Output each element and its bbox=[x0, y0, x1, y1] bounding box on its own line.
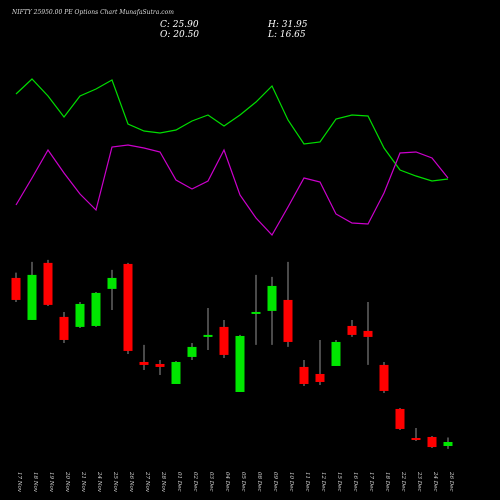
x-tick-label: 04 Dec bbox=[224, 472, 230, 492]
x-tick-label: 01 Dec bbox=[176, 472, 182, 492]
x-tick-label: 28 Nov bbox=[160, 471, 166, 493]
close-label: C: 25.90 bbox=[160, 20, 199, 30]
x-tick-label: 19 Nov bbox=[48, 472, 54, 493]
candle-body bbox=[139, 361, 149, 365]
candle-body bbox=[235, 335, 245, 392]
low-label: L: 16.65 bbox=[267, 30, 306, 40]
candle-body bbox=[27, 274, 37, 320]
candle-body bbox=[427, 436, 437, 448]
x-tick-label: 11 Dec bbox=[304, 472, 310, 492]
candle-body bbox=[411, 438, 421, 441]
candle-body bbox=[315, 373, 325, 382]
indicator-line bbox=[15, 78, 449, 182]
high-label: H: 31.95 bbox=[267, 20, 308, 30]
x-tick-label: 12 Dec bbox=[320, 472, 326, 492]
x-tick-label: 24 Nov bbox=[96, 471, 102, 493]
open-label: O: 20.50 bbox=[160, 30, 199, 40]
candle-body bbox=[59, 316, 69, 340]
candle-body bbox=[347, 325, 357, 335]
x-tick-label: 24 Dec bbox=[432, 471, 438, 492]
x-tick-label: 03 Dec bbox=[208, 472, 214, 492]
candle-body bbox=[267, 285, 277, 311]
x-tick-label: 18 Dec bbox=[384, 472, 390, 492]
candle-body bbox=[91, 292, 101, 326]
candle-body bbox=[107, 277, 117, 289]
x-tick-label: 25 Nov bbox=[112, 471, 118, 493]
candle-body bbox=[443, 442, 453, 447]
x-tick-label: 26 Dec bbox=[448, 471, 454, 492]
x-tick-label: 17 Dec bbox=[368, 472, 374, 492]
candle-body bbox=[43, 262, 53, 305]
candle-body bbox=[75, 303, 85, 327]
candle-body bbox=[171, 361, 181, 384]
candle-body bbox=[11, 277, 21, 300]
x-tick-label: 08 Dec bbox=[256, 472, 262, 492]
candle-body bbox=[251, 311, 261, 314]
candle-body bbox=[331, 341, 341, 366]
x-tick-label: 05 Dec bbox=[240, 472, 246, 492]
x-tick-label: 20 Nov bbox=[64, 471, 70, 493]
candle-body bbox=[299, 366, 309, 384]
x-tick-label: 23 Dec bbox=[416, 471, 422, 492]
x-tick-label: 15 Dec bbox=[336, 472, 342, 492]
candle-body bbox=[123, 263, 133, 351]
candle-body bbox=[155, 363, 165, 367]
x-tick-label: 22 Dec bbox=[400, 471, 406, 492]
x-tick-label: 09 Dec bbox=[272, 472, 278, 492]
x-tick-label: 02 Dec bbox=[192, 472, 198, 492]
x-tick-label: 21 Nov bbox=[80, 471, 86, 493]
x-tick-label: 26 Nov bbox=[128, 471, 134, 493]
chart-title: NIFTY 25950.00 PE Options Chart MunafaSu… bbox=[11, 9, 174, 16]
x-tick-label: 17 Nov bbox=[16, 472, 22, 493]
x-tick-label: 27 Nov bbox=[144, 471, 150, 493]
candle-body bbox=[203, 334, 213, 337]
candle-body bbox=[395, 408, 405, 429]
candle-body bbox=[363, 330, 373, 337]
x-tick-label: 18 Nov bbox=[32, 472, 38, 493]
indicator-line bbox=[15, 144, 449, 237]
candle-body bbox=[379, 364, 389, 391]
candle-body bbox=[219, 326, 229, 355]
x-tick-label: 16 Dec bbox=[352, 472, 358, 492]
x-tick-label: 10 Dec bbox=[288, 472, 294, 492]
candle-body bbox=[283, 299, 293, 342]
candle-body bbox=[187, 346, 197, 357]
